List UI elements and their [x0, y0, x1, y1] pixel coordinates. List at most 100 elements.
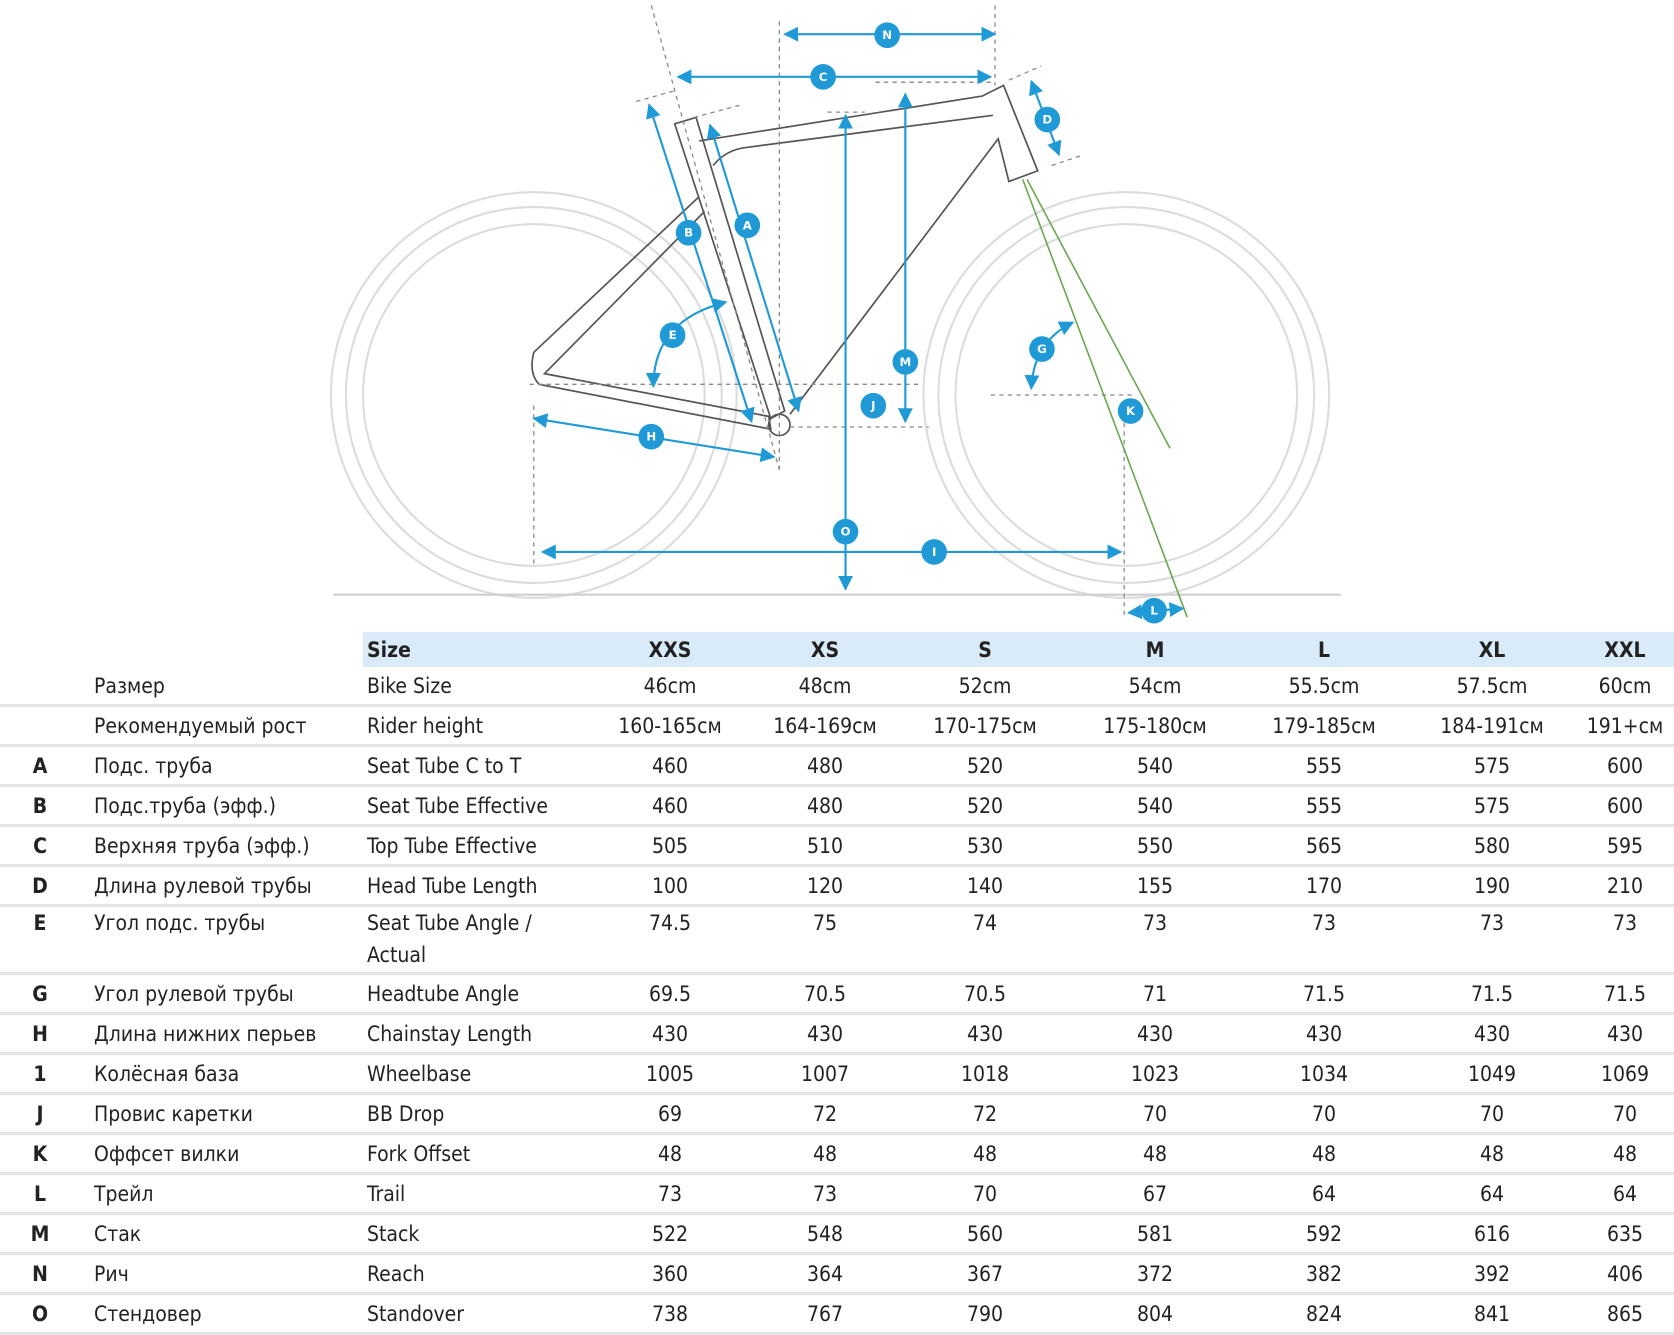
- dimension-label: B: [684, 226, 693, 240]
- value-cell: 48: [1576, 1133, 1674, 1175]
- value-cell: 160-165см: [590, 705, 750, 747]
- dimension-label: K: [1126, 404, 1136, 418]
- fork-lines: [1022, 178, 1188, 618]
- value-cell: 550: [1070, 825, 1240, 867]
- value-cell: 190: [1408, 865, 1576, 907]
- value-cell: 57.5cm: [1408, 667, 1576, 707]
- dimension-label: G: [1037, 342, 1047, 356]
- row-code: [0, 705, 80, 747]
- value-cell: 210: [1576, 865, 1674, 907]
- value-cell: 64: [1240, 1173, 1408, 1215]
- value-cell: 170: [1240, 865, 1408, 907]
- row-code: A: [0, 745, 80, 787]
- value-cell: 460: [590, 745, 750, 787]
- table-row: 1 Колёсная база Wheelbase 1005 1007 1018 1023 1…: [0, 1053, 1674, 1095]
- label-badge: [921, 539, 947, 565]
- value-cell: 430: [1576, 1013, 1674, 1055]
- guides: [529, 5, 1132, 620]
- table-row: A Подс. труба Seat Tube C to T 460 480 520 540…: [0, 745, 1674, 787]
- row-code: E: [0, 905, 80, 975]
- header-cell: XL: [1408, 632, 1576, 667]
- table-row: H Длина нижних перьев Chainstay Length 430 4…: [0, 1013, 1674, 1055]
- value-cell: 64: [1576, 1173, 1674, 1215]
- row-label-ru: Длина нижних перьев: [80, 1013, 363, 1055]
- table-row: G Угол рулевой трубы Headtube Angle 69.5 70.…: [0, 973, 1674, 1015]
- value-cell: 560: [900, 1213, 1070, 1255]
- row-code: O: [0, 1293, 80, 1335]
- value-cell: 75: [750, 905, 900, 975]
- value-cell: 71: [1070, 973, 1240, 1015]
- value-cell: 52cm: [900, 667, 1070, 707]
- value-cell: 70: [1240, 1093, 1408, 1135]
- row-label-ru: Длина рулевой трубы: [80, 865, 363, 907]
- header-cell: L: [1240, 632, 1408, 667]
- row-label-en: Bike Size: [363, 667, 590, 707]
- value-cell: 595: [1576, 825, 1674, 867]
- value-cell: 364: [750, 1253, 900, 1295]
- value-cell: 372: [1070, 1253, 1240, 1295]
- table-row: K Оффсет вилки Fork Offset 48 48 48 48 48 48 48: [0, 1133, 1674, 1175]
- value-cell: 191+см: [1576, 705, 1674, 747]
- value-cell: 120: [750, 865, 900, 907]
- value-cell: 430: [1240, 1013, 1408, 1055]
- header-cell: XXL: [1576, 632, 1674, 667]
- value-cell: 73: [1576, 905, 1674, 975]
- row-label-en: Fork Offset: [363, 1133, 590, 1175]
- value-cell: 565: [1240, 825, 1408, 867]
- value-cell: 1005: [590, 1053, 750, 1095]
- value-cell: 1018: [900, 1053, 1070, 1095]
- value-cell: 430: [900, 1013, 1070, 1055]
- value-cell: 460: [590, 785, 750, 827]
- value-cell: 64: [1408, 1173, 1576, 1215]
- value-cell: 865: [1576, 1293, 1674, 1335]
- label-badge: [638, 423, 665, 450]
- value-cell: 548: [750, 1213, 900, 1255]
- value-cell: 522: [590, 1213, 750, 1255]
- row-label-en: Standover: [363, 1293, 590, 1335]
- label-badge: [659, 322, 686, 349]
- value-cell: 70.5: [750, 973, 900, 1015]
- header-cell: XXS: [590, 632, 750, 667]
- table-row: Размер Bike Size 46cm 48cm 52cm 54cm 55.5cm 57.…: [0, 667, 1674, 707]
- value-cell: 70: [900, 1173, 1070, 1215]
- dimension-label: N: [882, 28, 892, 42]
- value-cell: 73: [750, 1173, 900, 1215]
- row-code: M: [0, 1213, 80, 1255]
- row-label-en: Reach: [363, 1253, 590, 1295]
- table-row: O Стендовер Standover 738 767 790 804 824 841 865: [0, 1293, 1674, 1335]
- row-label-ru: Провис каретки: [80, 1093, 363, 1135]
- value-cell: 72: [750, 1093, 900, 1135]
- row-code: D: [0, 865, 80, 907]
- value-cell: 1007: [750, 1053, 900, 1095]
- table-row: N Рич Reach 360 364 367 372 382 392 406: [0, 1253, 1674, 1295]
- dimension-label: D: [1042, 113, 1052, 127]
- row-label-ru: Оффсет вилки: [80, 1133, 363, 1175]
- value-cell: 71.5: [1576, 973, 1674, 1015]
- value-cell: 480: [750, 745, 900, 787]
- row-code: N: [0, 1253, 80, 1295]
- value-cell: 430: [590, 1013, 750, 1055]
- row-label-en: Head Tube Length: [363, 865, 590, 907]
- value-cell: 841: [1408, 1293, 1576, 1335]
- value-cell: 367: [900, 1253, 1070, 1295]
- value-cell: 69.5: [590, 973, 750, 1015]
- value-cell: 54cm: [1070, 667, 1240, 707]
- value-cell: 67: [1070, 1173, 1240, 1215]
- row-label-ru: Стак: [80, 1213, 363, 1255]
- label-badge: [1034, 106, 1061, 133]
- value-cell: 406: [1576, 1253, 1674, 1295]
- value-cell: 600: [1576, 785, 1674, 827]
- row-label-ru: Рич: [80, 1253, 363, 1295]
- row-label-ru: Стендовер: [80, 1293, 363, 1335]
- dimension-label: O: [841, 525, 851, 539]
- value-cell: 392: [1408, 1253, 1576, 1295]
- value-cell: 179-185см: [1240, 705, 1408, 747]
- wheels: [329, 191, 1331, 599]
- value-cell: 592: [1240, 1213, 1408, 1255]
- row-label-ru: Колёсная база: [80, 1053, 363, 1095]
- value-cell: 175-180см: [1070, 705, 1240, 747]
- value-cell: 540: [1070, 785, 1240, 827]
- value-cell: 738: [590, 1293, 750, 1335]
- label-badge: [1141, 597, 1167, 624]
